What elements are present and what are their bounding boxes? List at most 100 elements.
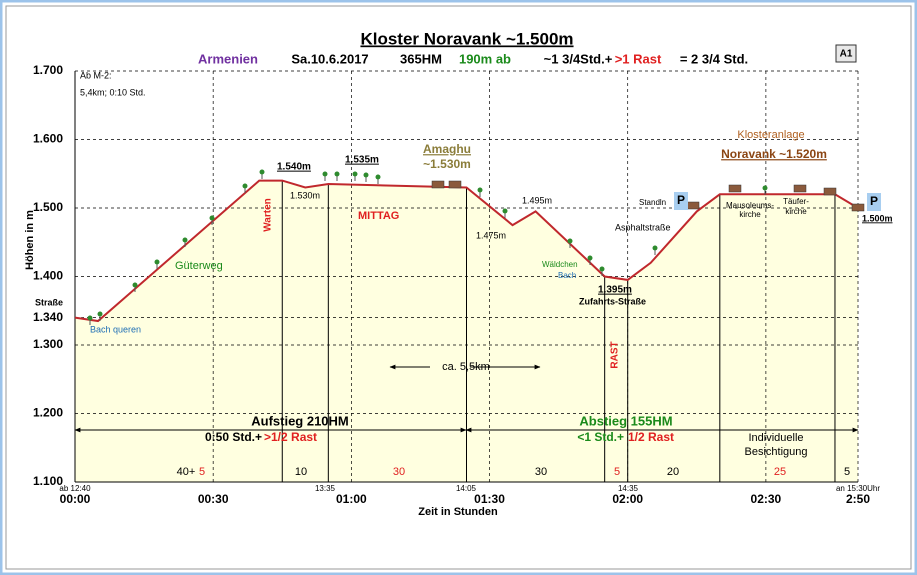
annotation: 1.395m [598, 285, 632, 296]
tree [762, 185, 768, 191]
subtitle-part: 365HM [400, 51, 442, 66]
annotation: 20 [667, 466, 679, 478]
building [431, 180, 445, 189]
annotation: P [677, 193, 685, 207]
annotation: 1.475m [476, 230, 506, 240]
annotation: 1.535m [345, 155, 379, 166]
profile-line [74, 179, 859, 323]
annotation: kirche [739, 210, 761, 219]
tree [502, 208, 508, 214]
parking-box [867, 193, 881, 211]
annotation: 14:35 [618, 484, 639, 493]
annotation: 30 [535, 466, 547, 478]
building [851, 203, 865, 212]
annotation: Straße [35, 297, 63, 307]
y-tick-label: 1.100 [33, 474, 63, 488]
annotation: Amaghu [423, 142, 471, 156]
annotation: 1.500m [862, 213, 893, 223]
annotation: Aufstieg 210HM [251, 413, 349, 428]
annotation: 5 [614, 466, 620, 478]
annotation: Wäldchen [542, 260, 578, 269]
tree [599, 266, 605, 272]
building [728, 184, 742, 193]
x-tick-label: 01:00 [336, 492, 367, 506]
building [686, 201, 700, 210]
x-tick-label: 00:30 [198, 492, 229, 506]
annotation: Mausoleums- [726, 201, 774, 210]
tree [209, 215, 215, 221]
annotation: Klosteranlage [737, 129, 804, 141]
tree [567, 238, 573, 244]
x-tick-label: 02:00 [612, 492, 643, 506]
annotation: Bach queren [90, 324, 141, 334]
annotation: Zufahrts-Straße [579, 296, 646, 306]
subtitle-part: ~1 3/4Std.+ [544, 51, 613, 66]
tree [352, 171, 358, 177]
x-axis-label: Zeit in Stunden [418, 506, 498, 518]
annotation: 10 [295, 466, 307, 478]
annotation: 5 [199, 466, 205, 478]
annotation: P [870, 194, 878, 208]
annotation: 5 [844, 466, 850, 478]
annotation: 30 [393, 466, 405, 478]
annotation: Asphaltstraße [615, 222, 671, 232]
annotation: Bach [558, 271, 576, 280]
y-tick-label: 1.340 [33, 310, 63, 324]
x-tick-label: 01:30 [474, 492, 505, 506]
badge-box [835, 44, 857, 63]
x-tick-label: 2:50 [846, 492, 870, 506]
x-tick-label: 02:30 [751, 492, 782, 506]
annotation: 1.530m [290, 190, 320, 200]
annotation: Täufer- [783, 197, 809, 206]
annotation: an 15:30Uhr [836, 484, 880, 493]
tree [375, 174, 381, 180]
x-tick-label: 00:00 [60, 492, 91, 506]
annotation: 5,4km; 0:10 Std. [80, 87, 146, 97]
annotation: Besichtigung [745, 446, 808, 458]
y-tick-label: 1.200 [33, 406, 63, 420]
chart-title: Kloster Noravank ~1.500m [360, 29, 573, 48]
tree [242, 183, 248, 189]
y-tick-label: 1.300 [33, 337, 63, 351]
badge: A1 [840, 49, 853, 60]
tree [477, 187, 483, 193]
tree [322, 171, 328, 177]
annotation: 0:50 Std.+ [205, 430, 262, 444]
tree [132, 282, 138, 288]
annotation: ca. 5,5km [442, 361, 490, 373]
annotation: kirche [785, 207, 807, 216]
building [448, 180, 462, 189]
chart-frame [5, 5, 912, 570]
annotation: >1/2 Rast [264, 430, 317, 444]
subtitle-part: = 2 3/4 Std. [680, 51, 748, 66]
tree [587, 255, 593, 261]
annotation: ~1.530m [423, 157, 471, 171]
y-tick-label: 1.500 [33, 200, 63, 214]
annotation: MITTAG [358, 210, 399, 222]
y-tick-label: 1.600 [33, 132, 63, 146]
tree [97, 311, 103, 317]
tree [154, 259, 160, 265]
annotation: 1.540m [277, 162, 311, 173]
subtitle-part: Armenien [198, 51, 258, 66]
annotation: RAST [610, 341, 621, 368]
annotation: ab 12:40 [59, 484, 91, 493]
y-tick-label: 1.400 [33, 269, 63, 283]
tree [652, 245, 658, 251]
tree [334, 171, 340, 177]
annotation: Noravank ~1.520m [721, 147, 827, 161]
annotation: Abstieg 155HM [579, 413, 672, 428]
subtitle-part: Sa.10.6.2017 [291, 51, 368, 66]
building [823, 187, 837, 196]
annotation: Warten [263, 198, 274, 232]
annotation: 25 [774, 466, 786, 478]
annotation: 14:05 [456, 484, 477, 493]
annotation: 1.495m [522, 195, 552, 205]
subtitle-part: 190m ab [459, 51, 511, 66]
annotation: 40+ [177, 466, 196, 478]
annotation: <1 Std.+ [577, 430, 624, 444]
tree [259, 169, 265, 175]
y-tick-label: 1.700 [33, 63, 63, 77]
